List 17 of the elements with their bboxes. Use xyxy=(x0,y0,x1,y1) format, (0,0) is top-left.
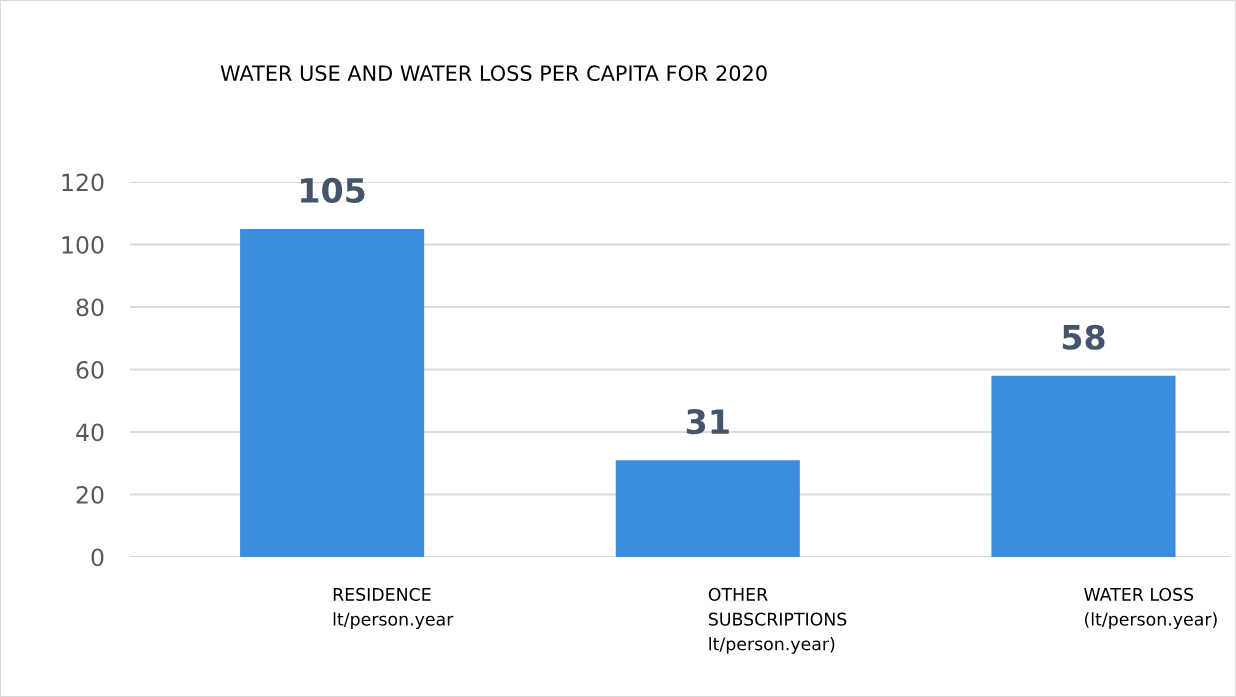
y-tick-label: 0 xyxy=(91,548,104,567)
y-tick-label: 120 xyxy=(62,173,104,192)
y-tick-label: 40 xyxy=(76,423,104,442)
bar xyxy=(991,375,1176,557)
data-label: 31 xyxy=(686,409,729,435)
y-tick-label: 60 xyxy=(76,360,104,379)
x-tick-label: RESIDENCE lt/person.year xyxy=(333,587,454,630)
x-tick-label: WATER LOSS (lt/person.year) xyxy=(1084,587,1217,630)
chart-title: WATER USE AND WATER LOSS PER CAPITA FOR 2020 xyxy=(220,65,767,82)
y-tick-label: 20 xyxy=(76,485,104,504)
data-label: 105 xyxy=(301,177,365,203)
y-tick-label: 80 xyxy=(76,298,104,317)
bar xyxy=(240,228,425,557)
data-label: 58 xyxy=(1062,324,1105,350)
bar xyxy=(615,460,800,557)
x-tick-label: OTHER SUBSCRIPTIONS lt/person.year) xyxy=(708,587,847,654)
y-tick-label: 100 xyxy=(62,235,104,254)
